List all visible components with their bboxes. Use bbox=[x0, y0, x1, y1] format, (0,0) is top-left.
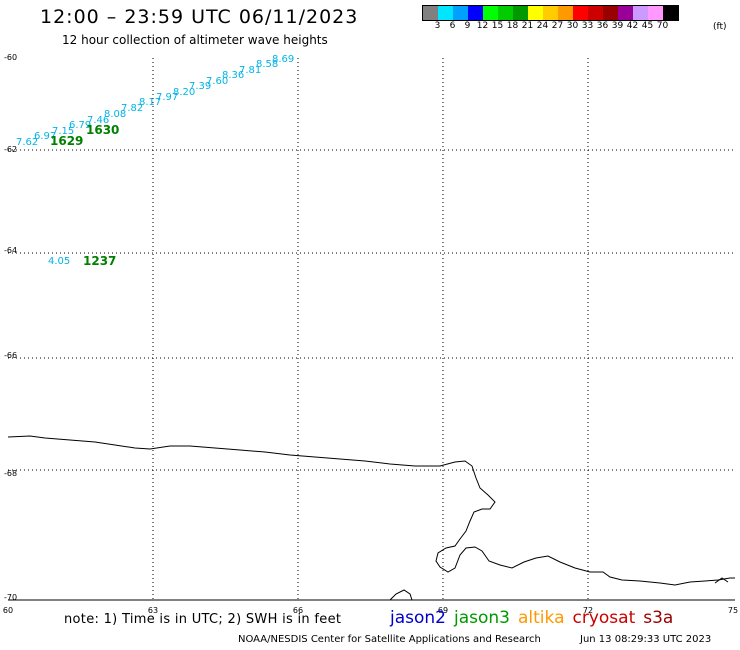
legend-swatch bbox=[648, 6, 663, 20]
wave-height-label: 7.46 bbox=[87, 115, 109, 126]
legend-label: 9 bbox=[464, 21, 471, 31]
legend-label: 21 bbox=[521, 21, 534, 31]
lat-label: -70 bbox=[4, 593, 17, 602]
pass-time-label: 1630 bbox=[86, 123, 119, 137]
wave-height-label: 7.39 bbox=[189, 81, 211, 92]
legend-swatch bbox=[633, 6, 648, 20]
legend-swatch bbox=[663, 6, 678, 20]
mission-legend: jason2 jason3 altika cryosat s3a bbox=[390, 608, 681, 628]
lon-label: 60 bbox=[3, 606, 13, 615]
wave-height-label: 7.62 bbox=[16, 137, 38, 148]
lon-label: 63 bbox=[148, 606, 158, 615]
wave-height-label: 6.97 bbox=[34, 131, 56, 142]
mission-label: cryosat bbox=[572, 608, 636, 628]
legend-swatch bbox=[588, 6, 603, 20]
wave-height-label: 7.15 bbox=[52, 126, 74, 137]
wave-height-label: 7.97 bbox=[156, 92, 178, 103]
footer-credit: NOAA/NESDIS Center for Satellite Applica… bbox=[238, 634, 541, 645]
wave-height-label: 8.20 bbox=[173, 87, 195, 98]
legend-label: 27 bbox=[551, 21, 564, 31]
legend-swatch bbox=[603, 6, 618, 20]
legend-label: 3 bbox=[434, 21, 441, 31]
lon-label: 69 bbox=[438, 606, 448, 615]
lat-label: -62 bbox=[4, 145, 17, 154]
map-title: 12:00 – 23:59 UTC 06/11/2023 bbox=[40, 6, 359, 28]
wave-height-label: 7.60 bbox=[206, 76, 228, 87]
wave-height-label: 7.81 bbox=[239, 65, 261, 76]
antarctic-coastline-fragment bbox=[714, 577, 729, 584]
legend-label: 36 bbox=[596, 21, 609, 31]
lon-tick-labels: 60 63 66 69 72 75 bbox=[3, 606, 738, 615]
legend-swatch bbox=[573, 6, 588, 20]
wave-height-label: 8.08 bbox=[104, 109, 126, 120]
lat-label: -60 bbox=[4, 53, 17, 62]
wave-height-label: 8.36 bbox=[222, 70, 244, 81]
legend-labels: 3 6 9 12 15 18 21 24 27 30 33 36 39 42 45 70 bbox=[430, 21, 679, 31]
legend-swatches bbox=[422, 5, 679, 21]
legend-swatch bbox=[558, 6, 573, 20]
legend-swatch bbox=[483, 6, 498, 20]
legend-label: 42 bbox=[626, 21, 639, 31]
legend-label: 33 bbox=[581, 21, 594, 31]
wave-height-label: 8.58 bbox=[256, 59, 278, 70]
legend-swatch bbox=[498, 6, 513, 20]
mission-label: jason3 bbox=[454, 608, 510, 628]
antarctic-coastline-fragment bbox=[389, 589, 413, 601]
legend-label: 18 bbox=[506, 21, 519, 31]
mission-label: altika bbox=[518, 608, 565, 628]
lat-tick-labels: -60 -62 -64 -66 -68 -70 bbox=[4, 53, 17, 602]
legend-swatch bbox=[618, 6, 633, 20]
color-legend: 3 6 9 12 15 18 21 24 27 30 33 36 39 42 45 70 (ft) bbox=[422, 5, 727, 32]
footer-timestamp: Jun 13 08:29:33 UTC 2023 bbox=[580, 634, 712, 645]
legend-label: 6 bbox=[449, 21, 456, 31]
lon-label: 72 bbox=[583, 606, 593, 615]
antarctic-coastline bbox=[7, 435, 735, 586]
wave-height-label: 7.82 bbox=[121, 103, 143, 114]
map-gridlines bbox=[8, 58, 735, 600]
legend-label: 70 bbox=[656, 21, 669, 31]
wave-height-label: 8.17 bbox=[139, 97, 161, 108]
footer-note: note: 1) Time is in UTC; 2) SWH is in fe… bbox=[64, 612, 342, 627]
lat-label: -68 bbox=[4, 469, 17, 478]
legend-swatch bbox=[513, 6, 528, 20]
legend-label: 12 bbox=[476, 21, 489, 31]
legend-label: 45 bbox=[641, 21, 654, 31]
legend-swatch bbox=[423, 6, 438, 20]
pass-time-label: 1629 bbox=[50, 134, 83, 148]
wave-height-label: 4.05 bbox=[48, 256, 70, 267]
legend-unit: (ft) bbox=[713, 22, 727, 32]
legend-swatch bbox=[528, 6, 543, 20]
lon-label: 75 bbox=[728, 606, 738, 615]
wave-height-labels: 7.62 6.97 7.15 6.79 7.46 8.08 7.82 8.17 … bbox=[16, 54, 294, 267]
legend-swatch bbox=[438, 6, 453, 20]
lon-label: 66 bbox=[293, 606, 303, 615]
legend-label: 30 bbox=[566, 21, 579, 31]
legend-swatch bbox=[543, 6, 558, 20]
pass-time-labels: 1629 1630 1237 bbox=[50, 123, 119, 268]
pass-time-label: 1237 bbox=[83, 254, 116, 268]
legend-label: 39 bbox=[611, 21, 624, 31]
legend-swatch bbox=[453, 6, 468, 20]
wave-height-label: 6.79 bbox=[69, 120, 91, 131]
wave-height-label: 8.69 bbox=[272, 54, 294, 65]
map-subtitle: 12 hour collection of altimeter wave hei… bbox=[62, 33, 328, 47]
mission-label: jason2 bbox=[390, 608, 446, 628]
legend-swatch bbox=[468, 6, 483, 20]
legend-label: 15 bbox=[491, 21, 504, 31]
mission-label: s3a bbox=[643, 608, 674, 628]
lat-label: -64 bbox=[4, 246, 17, 255]
lat-label: -66 bbox=[4, 351, 17, 360]
legend-label: 24 bbox=[536, 21, 549, 31]
